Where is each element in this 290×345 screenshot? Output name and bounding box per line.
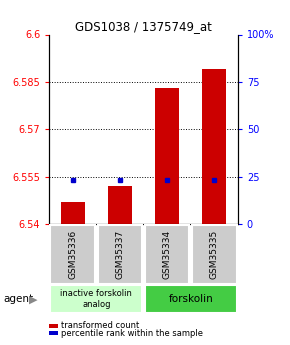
Bar bbox=[155, 88, 179, 224]
Text: inactive forskolin
analog: inactive forskolin analog bbox=[61, 289, 132, 309]
FancyBboxPatch shape bbox=[145, 285, 237, 313]
Text: forskolin: forskolin bbox=[168, 294, 213, 304]
Text: agent: agent bbox=[3, 294, 33, 304]
FancyBboxPatch shape bbox=[50, 285, 142, 313]
FancyBboxPatch shape bbox=[50, 225, 95, 284]
Text: GSM35336: GSM35336 bbox=[68, 230, 77, 279]
Title: GDS1038 / 1375749_at: GDS1038 / 1375749_at bbox=[75, 20, 212, 33]
Text: transformed count: transformed count bbox=[61, 321, 139, 330]
Text: ▶: ▶ bbox=[29, 294, 38, 304]
Text: GSM35337: GSM35337 bbox=[115, 230, 124, 279]
Bar bbox=[61, 202, 85, 224]
Bar bbox=[108, 186, 132, 224]
Text: GSM35334: GSM35334 bbox=[163, 230, 172, 279]
Text: percentile rank within the sample: percentile rank within the sample bbox=[61, 329, 203, 338]
FancyBboxPatch shape bbox=[98, 225, 142, 284]
FancyBboxPatch shape bbox=[192, 225, 237, 284]
Text: GSM35335: GSM35335 bbox=[210, 230, 219, 279]
Bar bbox=[202, 69, 226, 224]
FancyBboxPatch shape bbox=[145, 225, 189, 284]
